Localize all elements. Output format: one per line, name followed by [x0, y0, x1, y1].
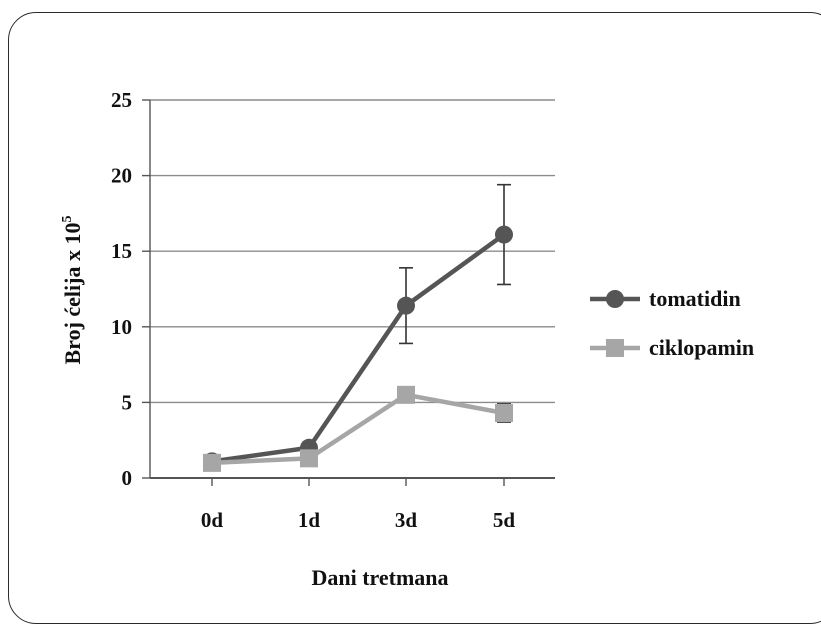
plot-area [203, 183, 513, 472]
legend-item-tomatidin: tomatidin [590, 286, 741, 311]
y-tick-label: 15 [111, 239, 132, 263]
y-tick-labels: 0 5 10 15 20 25 [111, 88, 132, 490]
series-line [211, 232, 506, 464]
chart-frame [8, 12, 821, 624]
legend-label: tomatidin [649, 286, 741, 311]
y-axis-label: Broj ćelija x 105 [60, 216, 85, 365]
legend: tomatidin ciklopamin [590, 286, 754, 360]
x-axis-label: Dani tretmana [311, 565, 448, 590]
series-ciklopamin [211, 386, 511, 466]
grid-lines [142, 99, 555, 486]
line-chart: 0 5 10 15 20 25 0d 1d 3d 5d Broj ćelija x 105 Da… [60, 88, 754, 590]
data-point [203, 453, 221, 472]
y-tick-label: 5 [122, 390, 133, 414]
legend-label: ciklopamin [649, 335, 754, 360]
x-tick-label: 1d [298, 508, 321, 532]
x-tick-label: 3d [395, 508, 418, 532]
y-tick-label: 25 [111, 88, 132, 112]
x-tick-label: 0d [201, 508, 224, 532]
series-line [211, 392, 505, 466]
x-tick-label: 5d [493, 508, 516, 532]
data-point [397, 296, 415, 315]
y-tick-label: 20 [111, 164, 132, 188]
data-point [495, 225, 513, 244]
legend-marker [606, 339, 624, 357]
legend-item-ciklopamin: ciklopamin [590, 335, 754, 360]
legend-marker [606, 290, 624, 308]
series-tomatidin [211, 183, 511, 464]
x-tick-labels: 0d 1d 3d 5d [201, 508, 516, 532]
markers-ciklopamin [203, 385, 513, 472]
data-point [495, 403, 513, 422]
data-point [300, 449, 318, 468]
data-point [397, 385, 415, 404]
y-tick-label: 10 [111, 315, 132, 339]
y-tick-label: 0 [122, 466, 133, 490]
